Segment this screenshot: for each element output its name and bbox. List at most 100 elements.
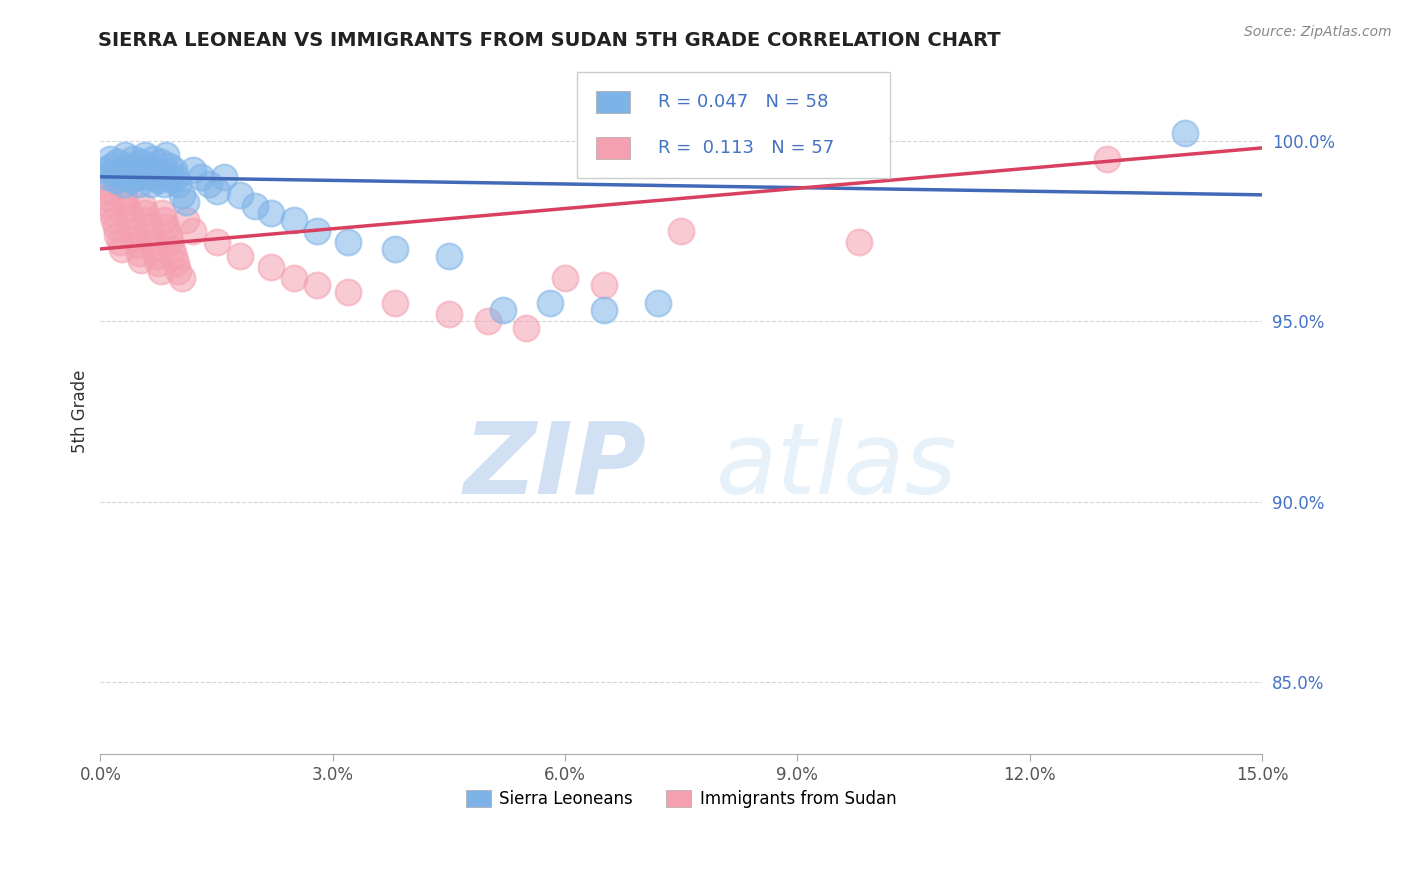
Point [174, 195, 197, 210]
Point [515, 321, 537, 335]
Point [149, 155, 172, 169]
Point [122, 224, 145, 238]
Point [97, 191, 120, 205]
Point [143, 162, 166, 177]
Point [93, 177, 115, 191]
Text: SIERRA LEONEAN VS IMMIGRANTS FROM SUDAN 5TH GRADE CORRELATION CHART: SIERRA LEONEAN VS IMMIGRANTS FROM SUDAN … [98, 31, 1001, 50]
Point [155, 148, 177, 162]
Point [149, 263, 172, 277]
Point [134, 148, 156, 162]
Point [111, 242, 134, 256]
Point [124, 231, 146, 245]
Point [538, 296, 561, 310]
Point [101, 206, 124, 220]
Point [229, 187, 252, 202]
Point [104, 173, 127, 187]
Point [93, 162, 115, 177]
Point [96, 184, 118, 198]
Bar [596, 91, 630, 113]
Point [165, 169, 187, 184]
Point [384, 242, 406, 256]
Point [118, 210, 141, 224]
Point [174, 213, 197, 227]
Point [848, 235, 870, 249]
Point [245, 199, 267, 213]
Point [103, 213, 125, 227]
Point [145, 169, 167, 184]
Point [150, 166, 173, 180]
Point [135, 213, 157, 227]
Point [592, 278, 614, 293]
Point [150, 206, 173, 220]
Point [283, 270, 305, 285]
Point [170, 187, 193, 202]
Point [112, 187, 135, 202]
Point [157, 227, 180, 242]
Text: ZIP: ZIP [464, 417, 647, 515]
Point [160, 173, 183, 187]
Point [129, 155, 152, 169]
Point [97, 169, 120, 184]
Point [1095, 152, 1118, 166]
Point [114, 195, 136, 210]
Text: R =  0.113   N = 57: R = 0.113 N = 57 [658, 139, 834, 157]
Text: R = 0.047   N = 58: R = 0.047 N = 58 [658, 94, 828, 112]
Text: atlas: atlas [716, 417, 957, 515]
Point [127, 169, 149, 184]
Point [128, 245, 150, 260]
Point [153, 177, 176, 191]
Point [114, 148, 136, 162]
Point [98, 152, 121, 166]
Point [260, 260, 283, 274]
Point [105, 227, 128, 242]
Point [163, 162, 186, 177]
Point [205, 235, 228, 249]
Y-axis label: 5th Grade: 5th Grade [72, 369, 89, 453]
Point [117, 159, 139, 173]
Point [132, 166, 155, 180]
Point [190, 169, 212, 184]
Point [108, 235, 131, 249]
Point [155, 220, 177, 235]
Point [165, 256, 187, 270]
Legend: Sierra Leoneans, Immigrants from Sudan: Sierra Leoneans, Immigrants from Sudan [460, 783, 903, 814]
Point [148, 256, 170, 270]
Point [229, 249, 252, 263]
Point [337, 285, 360, 300]
Point [159, 169, 181, 184]
Point [148, 173, 170, 187]
Point [157, 159, 180, 173]
Bar [596, 137, 630, 159]
Point [98, 199, 121, 213]
Point [592, 303, 614, 318]
Point [197, 177, 219, 191]
Point [384, 296, 406, 310]
Point [492, 303, 515, 318]
Point [122, 152, 145, 166]
Point [170, 270, 193, 285]
Point [437, 307, 460, 321]
Point [105, 155, 128, 169]
Text: Source: ZipAtlas.com: Source: ZipAtlas.com [1244, 25, 1392, 39]
Point [307, 278, 329, 293]
Point [160, 242, 183, 256]
Point [214, 169, 236, 184]
Point [103, 166, 125, 180]
Point [142, 152, 165, 166]
Point [647, 296, 669, 310]
Point [111, 169, 134, 184]
Point [205, 184, 228, 198]
Point [138, 220, 160, 235]
Point [142, 235, 165, 249]
Point [134, 206, 156, 220]
Point [143, 242, 166, 256]
Point [1174, 127, 1197, 141]
Point [166, 177, 188, 191]
Point [159, 235, 181, 249]
Point [127, 238, 149, 252]
Point [153, 213, 176, 227]
Point [108, 162, 131, 177]
Point [135, 159, 157, 173]
Point [139, 177, 162, 191]
Point [104, 220, 127, 235]
